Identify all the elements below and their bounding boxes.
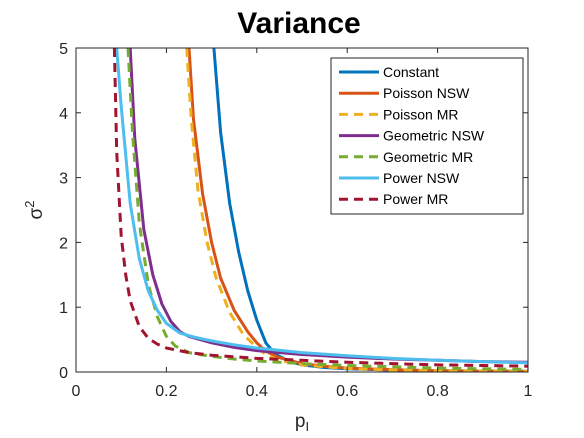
y-tick-label: 3 [59,171,68,188]
y-axis-label-superscript: 2 [22,201,37,208]
x-tick-label: 0.4 [246,383,268,400]
series-line-geometric-mr [126,48,528,371]
legend-label-geometric-mr: Geometric MR [383,149,473,165]
legend-label-poisson-mr: Poisson MR [383,106,458,122]
legend-label-constant: Constant [383,64,439,80]
x-axis-label: pI [295,411,309,434]
y-axis-label: σ2 [22,201,47,220]
x-axis-label-subscript: I [305,419,309,434]
x-tick-label: 0 [72,383,81,400]
x-tick-label: 0.8 [426,383,448,400]
legend: Constant Poisson NSW Poisson MR Geometric N… [330,57,524,215]
x-tick-label: 0.2 [155,383,177,400]
series-layer [112,48,528,372]
y-tick-label: 1 [59,300,68,317]
legend-label-poisson-nsw: Poisson NSW [383,85,470,101]
y-tick-label: 5 [59,41,68,58]
plot-area-frame [75,47,529,373]
legend-label-power-nsw: Power NSW [383,170,460,186]
series-line-power-nsw [115,48,528,365]
y-tick-label: 2 [59,235,68,252]
y-axis-label-main: σ [26,207,47,219]
y-tick-label: 4 [59,106,68,123]
y-tick-label: 0 [59,365,68,382]
x-tick-label: 0.6 [336,383,358,400]
ticks-layer: 0 0.2 0.4 0.6 0.8 1 0 1 2 3 4 5 [59,41,532,400]
legend-label-geometric-nsw: Geometric NSW [383,128,485,144]
x-axis-label-main: p [295,411,306,432]
legend-label-power-mr: Power MR [383,191,448,207]
chart-title: Variance [237,7,360,40]
x-tick-label: 1 [524,383,533,400]
